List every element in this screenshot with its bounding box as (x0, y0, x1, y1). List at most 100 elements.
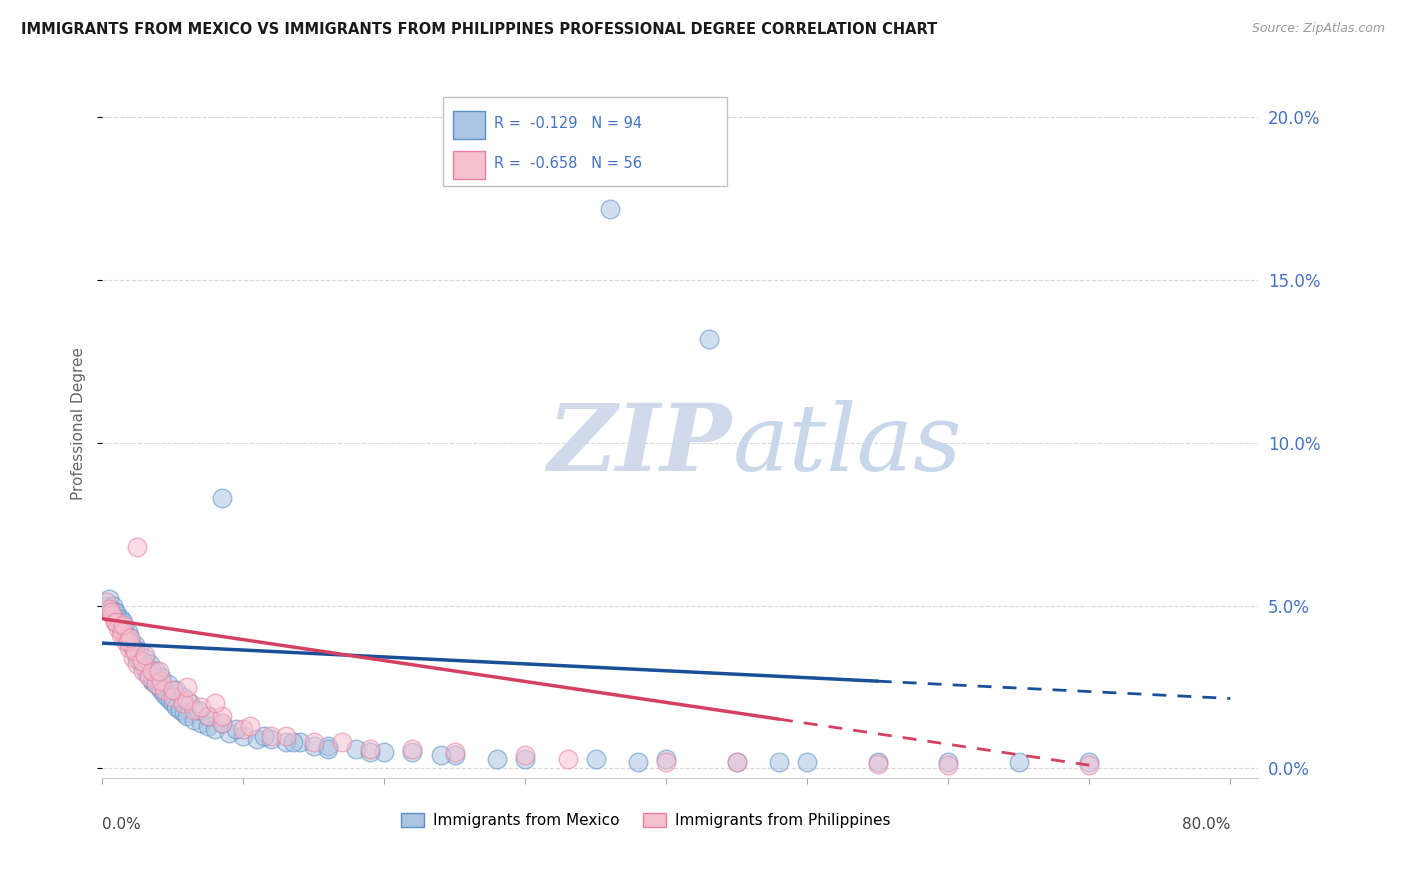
Point (110, 618, 132, 632)
Point (218, 725, 240, 739)
Point (135, 664, 157, 678)
Point (443, 745, 465, 759)
Point (128, 644, 150, 658)
Point (515, 752, 537, 766)
Point (183, 703, 205, 717)
Point (131, 657, 153, 672)
Point (281, 735, 304, 749)
Point (127, 540, 149, 554)
Point (796, 755, 818, 769)
Point (288, 735, 311, 749)
Point (114, 634, 136, 648)
Point (176, 680, 198, 694)
Point (142, 673, 165, 688)
Point (197, 709, 219, 723)
Y-axis label: Professional Degree: Professional Degree (72, 347, 86, 500)
Point (768, 755, 790, 769)
Point (112, 618, 135, 632)
Text: 80.0%: 80.0% (1182, 817, 1230, 832)
Point (136, 667, 159, 681)
Point (105, 615, 128, 629)
Text: IMMIGRANTS FROM MEXICO VS IMMIGRANTS FROM PHILIPPINES PROFESSIONAL DEGREE CORREL: IMMIGRANTS FROM MEXICO VS IMMIGRANTS FRO… (21, 22, 938, 37)
Point (936, 758, 959, 772)
Point (173, 706, 195, 720)
Point (1078, 755, 1101, 769)
Text: 0.0%: 0.0% (103, 817, 141, 832)
Point (274, 735, 297, 749)
Point (96, 595, 118, 609)
Point (246, 732, 269, 747)
Point (127, 657, 149, 672)
Point (162, 697, 184, 711)
Point (96, 599, 118, 613)
Point (232, 729, 254, 743)
Point (197, 709, 219, 723)
Text: atlas: atlas (733, 400, 962, 490)
Point (115, 628, 138, 642)
Point (585, 752, 607, 766)
Point (190, 699, 212, 714)
Point (515, 748, 537, 763)
Point (176, 709, 198, 723)
Point (260, 732, 283, 747)
Point (1078, 758, 1101, 772)
Point (153, 687, 176, 701)
Point (697, 332, 720, 346)
Point (165, 683, 187, 698)
Point (132, 664, 155, 678)
Text: R =  -0.129   N = 94: R = -0.129 N = 94 (494, 116, 643, 131)
Point (153, 683, 176, 698)
Point (316, 739, 339, 753)
Point (138, 670, 160, 684)
Point (239, 719, 262, 733)
Point (157, 677, 180, 691)
Point (162, 683, 184, 698)
Point (162, 690, 184, 704)
Point (100, 605, 122, 619)
Point (260, 729, 283, 743)
Point (655, 755, 678, 769)
Point (172, 697, 194, 711)
Point (197, 719, 219, 733)
Point (98, 592, 121, 607)
Point (725, 755, 748, 769)
Point (211, 491, 233, 506)
Point (176, 693, 198, 707)
Point (127, 650, 149, 665)
Point (112, 622, 135, 636)
FancyBboxPatch shape (453, 111, 485, 139)
Point (330, 735, 353, 749)
Point (211, 709, 233, 723)
Point (103, 599, 125, 613)
Point (232, 723, 254, 737)
Point (866, 755, 889, 769)
FancyBboxPatch shape (443, 97, 727, 186)
Point (211, 715, 233, 730)
Point (150, 673, 173, 688)
Point (1008, 755, 1031, 769)
Point (131, 654, 153, 668)
Point (443, 748, 465, 763)
Point (120, 632, 142, 646)
Point (211, 715, 233, 730)
Point (105, 608, 128, 623)
Point (101, 608, 124, 623)
Point (134, 650, 156, 665)
Point (486, 752, 509, 766)
Point (124, 638, 146, 652)
Point (118, 634, 141, 648)
Point (122, 650, 145, 665)
Point (150, 670, 173, 684)
Point (655, 752, 678, 766)
Point (100, 602, 122, 616)
Point (104, 615, 127, 629)
Point (187, 703, 209, 717)
Point (401, 742, 423, 756)
Point (105, 605, 128, 619)
Point (111, 624, 134, 639)
Point (302, 739, 325, 753)
FancyBboxPatch shape (453, 151, 485, 179)
Point (429, 748, 451, 763)
Point (111, 618, 134, 632)
Point (125, 648, 148, 662)
